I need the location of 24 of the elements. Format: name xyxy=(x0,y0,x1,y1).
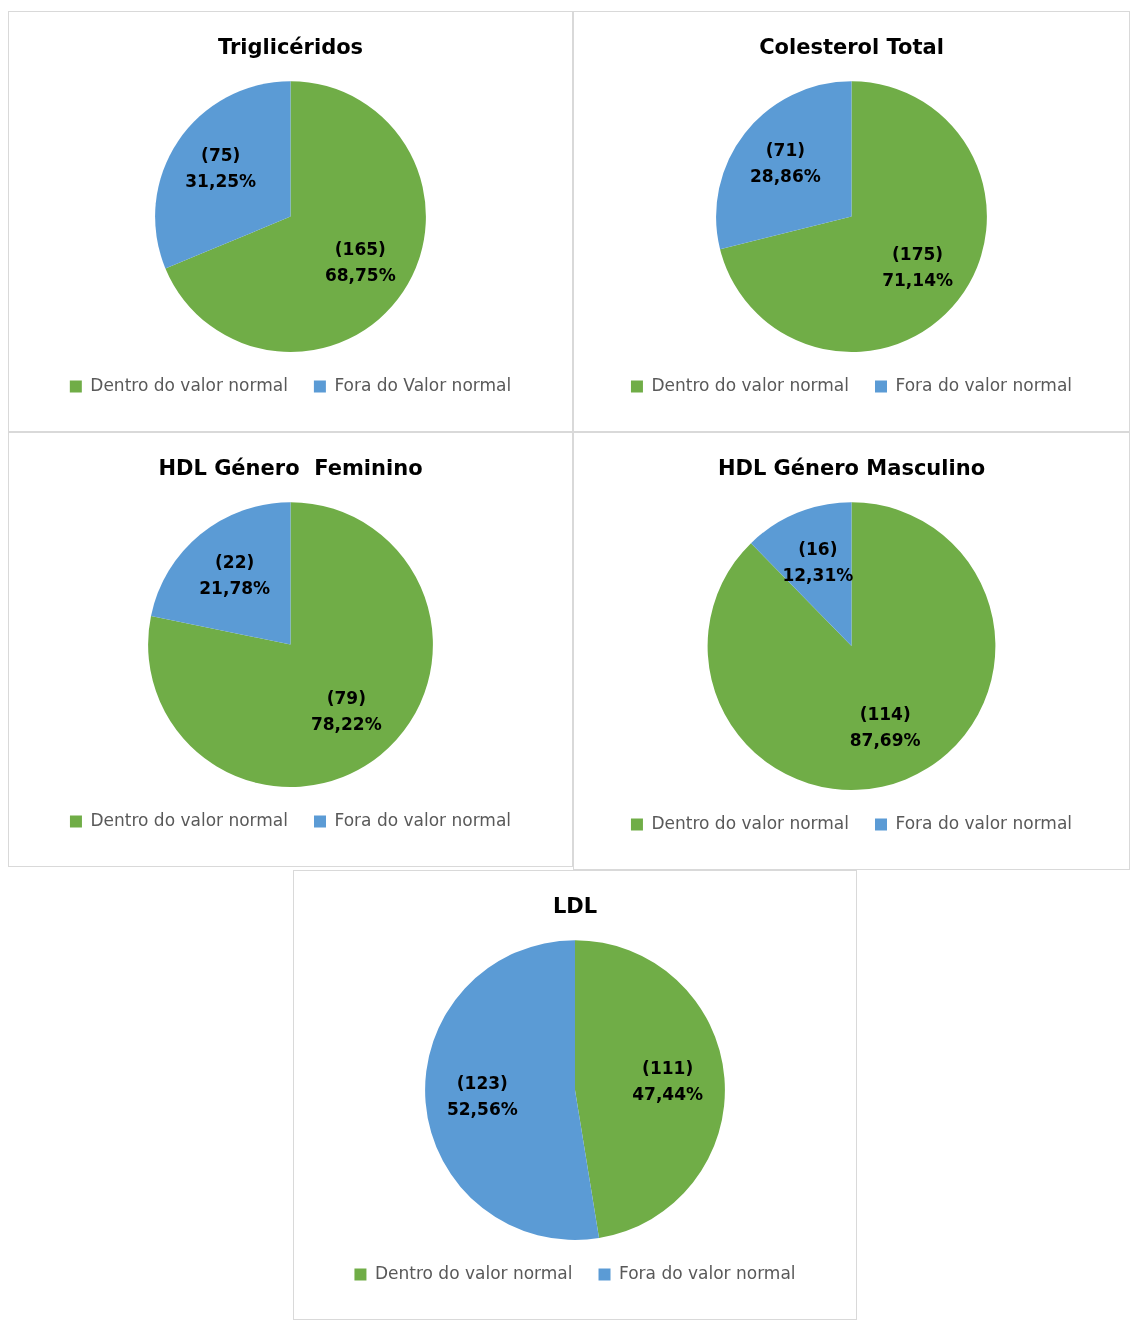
legend-label: Dentro do valor normal xyxy=(374,1262,573,1283)
legend-label: Fora do valor normal xyxy=(619,1262,796,1283)
legend-label: Dentro do valor normal xyxy=(90,374,288,395)
data-label: (111) 47,44% xyxy=(632,1058,704,1105)
data-label: (71) 28,86% xyxy=(749,140,821,187)
legend-label: Fora do valor normal xyxy=(895,812,1073,833)
data-label: (22) 21,78% xyxy=(199,551,271,598)
legend-label: Fora do valor normal xyxy=(334,809,512,830)
chart-title: Triglicéridos xyxy=(217,35,364,60)
legend-label: Dentro do valor normal xyxy=(651,374,850,395)
data-label: (114) 87,69% xyxy=(849,704,921,751)
data-label: (165) 68,75% xyxy=(324,238,396,285)
chart-title: Colesterol Total xyxy=(759,35,944,60)
legend-label: Fora do Valor normal xyxy=(334,374,512,395)
legend-label: Dentro do valor normal xyxy=(90,809,289,830)
data-label: (75) 31,25% xyxy=(185,145,257,192)
legend-label: Dentro do valor normal xyxy=(651,812,850,833)
legend-label: Fora do valor normal xyxy=(895,374,1073,395)
data-label: (79) 78,22% xyxy=(310,688,382,735)
data-label: (123) 52,56% xyxy=(446,1073,518,1119)
data-label: (175) 71,14% xyxy=(882,243,954,290)
chart-title: HDL Género Feminino xyxy=(158,456,423,481)
chart-title: LDL xyxy=(552,894,598,919)
chart-title: HDL Género Masculino xyxy=(717,456,986,481)
